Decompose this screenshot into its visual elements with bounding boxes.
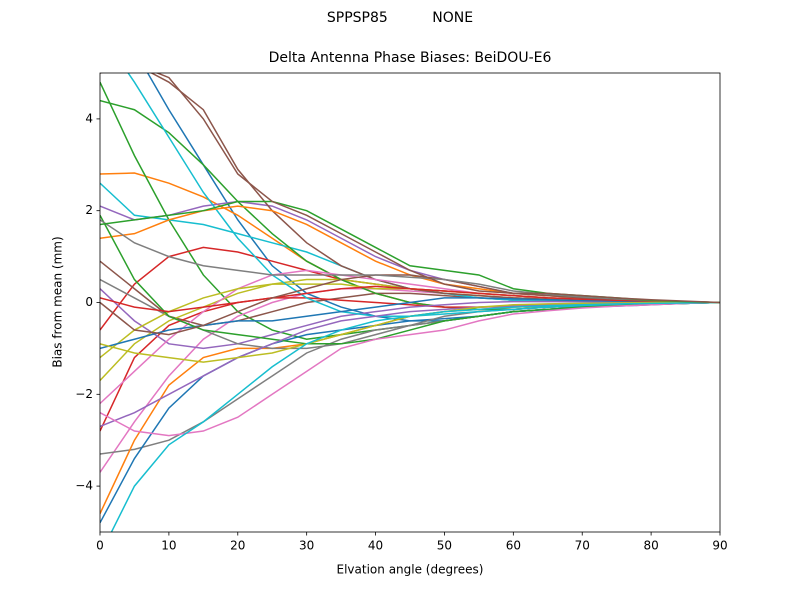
y-axis-label: Bias from mean (mm) [51, 236, 65, 367]
x-tick-label: 50 [437, 539, 452, 553]
suptitle: SPPSP85 NONE [327, 10, 473, 26]
series-line [127, 73, 720, 318]
x-tick-label: 80 [643, 539, 658, 553]
x-tick-label: 40 [368, 539, 383, 553]
x-tick-label: 10 [161, 539, 176, 553]
x-tick-label: 0 [96, 539, 104, 553]
x-tick-label: 20 [230, 539, 245, 553]
series-line [100, 73, 720, 304]
series-line [100, 288, 720, 350]
y-tick-label: 4 [85, 111, 93, 125]
series-line [100, 200, 720, 304]
series-line [100, 219, 720, 304]
y-tick-label: 0 [85, 295, 93, 309]
series-line [100, 301, 720, 524]
y-tick-label: −2 [75, 387, 93, 401]
y-tick-label: −4 [75, 479, 93, 493]
series-line [100, 285, 720, 313]
lines [100, 73, 720, 532]
series-line [100, 297, 720, 432]
series-line [100, 214, 720, 345]
y-tick-label: 2 [85, 203, 93, 217]
x-tick-label: 60 [506, 539, 521, 553]
x-tick-label: 30 [299, 539, 314, 553]
x-axis-label: Elvation angle (degrees) [337, 563, 484, 577]
chart-title: Delta Antenna Phase Biases: BeiDOU-E6 [269, 50, 552, 66]
series-line [100, 200, 720, 304]
series-line [100, 99, 720, 311]
x-tick-label: 90 [712, 539, 727, 553]
series-line [110, 301, 720, 532]
x-tick-label: 70 [575, 539, 590, 553]
series-line [100, 301, 720, 437]
series-line [100, 278, 720, 350]
